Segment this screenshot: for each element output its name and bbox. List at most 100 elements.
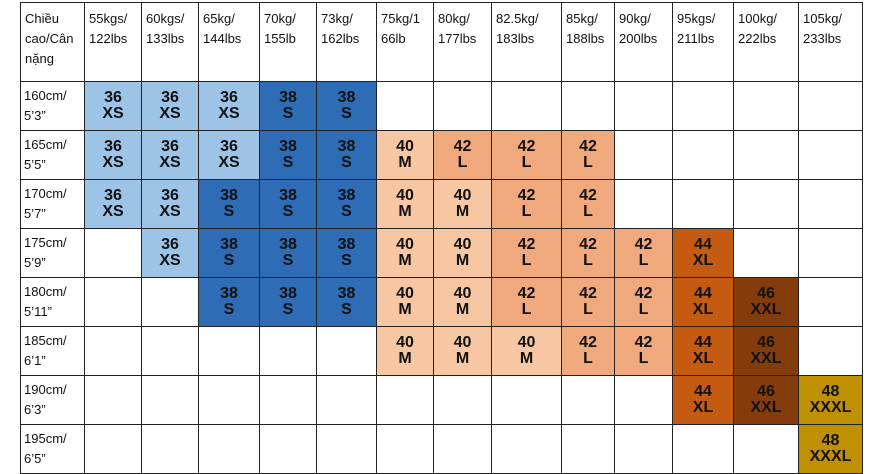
size-label: L (583, 301, 593, 318)
size-number: 38 (279, 285, 297, 302)
size-cell: 38 S (316, 228, 377, 278)
size-label: XS (102, 105, 124, 122)
size-label: XS (159, 203, 181, 220)
empty-cell (733, 424, 799, 474)
empty-cell (84, 326, 142, 376)
size-label: XXL (750, 399, 782, 416)
text-line: 5’11” (24, 304, 52, 319)
size-number: 38 (337, 285, 356, 302)
empty-cell (672, 81, 734, 131)
size-cell: 44 XL (672, 228, 734, 278)
size-label: XXXL (809, 399, 852, 416)
size-number: 40 (396, 285, 414, 302)
size-cell: 44 XL (672, 326, 734, 376)
column-header: 60kgs/133lbs (141, 2, 199, 82)
size-cell: 36 XS (198, 81, 260, 131)
text-line: 183lbs (496, 31, 535, 46)
size-label: XS (159, 154, 181, 171)
size-label: S (223, 203, 235, 220)
size-label: M (398, 350, 412, 367)
text-line: 5’9” (24, 255, 46, 270)
size-cell: 38 S (259, 81, 317, 131)
size-label: L (521, 154, 532, 171)
empty-cell (798, 81, 863, 131)
size-cell: 38 S (259, 228, 317, 278)
size-label: L (638, 350, 649, 367)
size-cell: 40 M (433, 228, 492, 278)
size-number: 42 (634, 334, 653, 351)
size-label: L (583, 252, 593, 269)
size-cell: 40 M (376, 130, 434, 180)
size-cell: 38 S (259, 277, 317, 327)
size-cell: 46 XXL (733, 326, 799, 376)
size-cell: 42 L (614, 228, 673, 278)
empty-cell (198, 424, 260, 474)
size-label: S (341, 252, 352, 269)
size-cell: 36 XS (84, 81, 142, 131)
size-cell: 40 M (491, 326, 562, 376)
empty-cell (316, 424, 377, 474)
text-line: 133lbs (146, 31, 185, 46)
text-line: 165cm/ (24, 137, 67, 152)
size-cell: 36 XS (141, 81, 199, 131)
row-header: 195cm/6’5” (20, 424, 85, 474)
size-number: 42 (579, 138, 597, 155)
empty-cell (491, 375, 562, 425)
row: 160cm/5’3” 36 XS 36 XS 36 XS 38 S 38 S (20, 81, 863, 131)
size-cell: 36 XS (141, 130, 199, 180)
empty-cell (198, 326, 260, 376)
text-line: 188lbs (566, 31, 605, 46)
text-line: 185cm/ (24, 333, 67, 348)
corner-cell: Chiều cao/Cân nặng (20, 2, 85, 82)
size-number: 36 (104, 89, 122, 106)
size-number: 36 (220, 138, 238, 155)
header-row: Chiều cao/Cân nặng 55kgs/122lbs 60kgs/133lbs… (20, 2, 863, 82)
empty-cell (614, 81, 673, 131)
size-label: S (341, 203, 352, 220)
row-header: 185cm/6’1” (20, 326, 85, 376)
size-label: XS (102, 154, 124, 171)
size-label: XS (159, 105, 181, 122)
size-number: 42 (579, 285, 597, 302)
size-label: XL (692, 252, 714, 269)
text-line: 5’7” (24, 206, 46, 221)
size-number: 40 (396, 236, 414, 253)
empty-cell (84, 375, 142, 425)
empty-cell (798, 326, 863, 376)
text-line: 160cm/ (24, 88, 67, 103)
text-line: 85kg/ (566, 11, 598, 26)
text-line: 80kg/ (438, 11, 470, 26)
size-number: 46 (757, 285, 775, 302)
size-number: 38 (337, 89, 356, 106)
row-header: 190cm/6’3” (20, 375, 85, 425)
text-line: 75kg/1 (381, 11, 421, 26)
size-label: M (455, 350, 470, 367)
empty-cell (798, 228, 863, 278)
size-cell: 42 L (491, 277, 562, 327)
size-number: 44 (694, 334, 712, 351)
size-cell: 40 M (376, 179, 434, 229)
size-number: 38 (337, 187, 356, 204)
text-line: nặng (25, 51, 54, 66)
size-cell: 36 XS (141, 228, 199, 278)
size-number: 44 (694, 285, 712, 302)
text-line: 70kg/ (264, 11, 296, 26)
size-label: L (521, 252, 532, 269)
empty-cell (491, 424, 562, 474)
page: Chiều cao/Cân nặng 55kgs/122lbs 60kgs/133lbs… (20, 2, 863, 474)
empty-cell (433, 424, 492, 474)
size-label: M (398, 203, 412, 220)
size-number: 40 (453, 236, 472, 253)
column-header: 70kg/155lb (259, 2, 317, 82)
empty-cell (433, 81, 492, 131)
size-cell: 40 M (433, 326, 492, 376)
empty-cell (84, 277, 142, 327)
size-label: XS (159, 252, 181, 269)
empty-cell (798, 277, 863, 327)
size-number: 36 (161, 236, 179, 253)
size-label: XL (692, 399, 714, 416)
column-header: 82.5kg/183lbs (491, 2, 562, 82)
column-header: 95kgs/211lbs (672, 2, 734, 82)
size-number: 36 (104, 187, 122, 204)
size-label: S (341, 154, 352, 171)
